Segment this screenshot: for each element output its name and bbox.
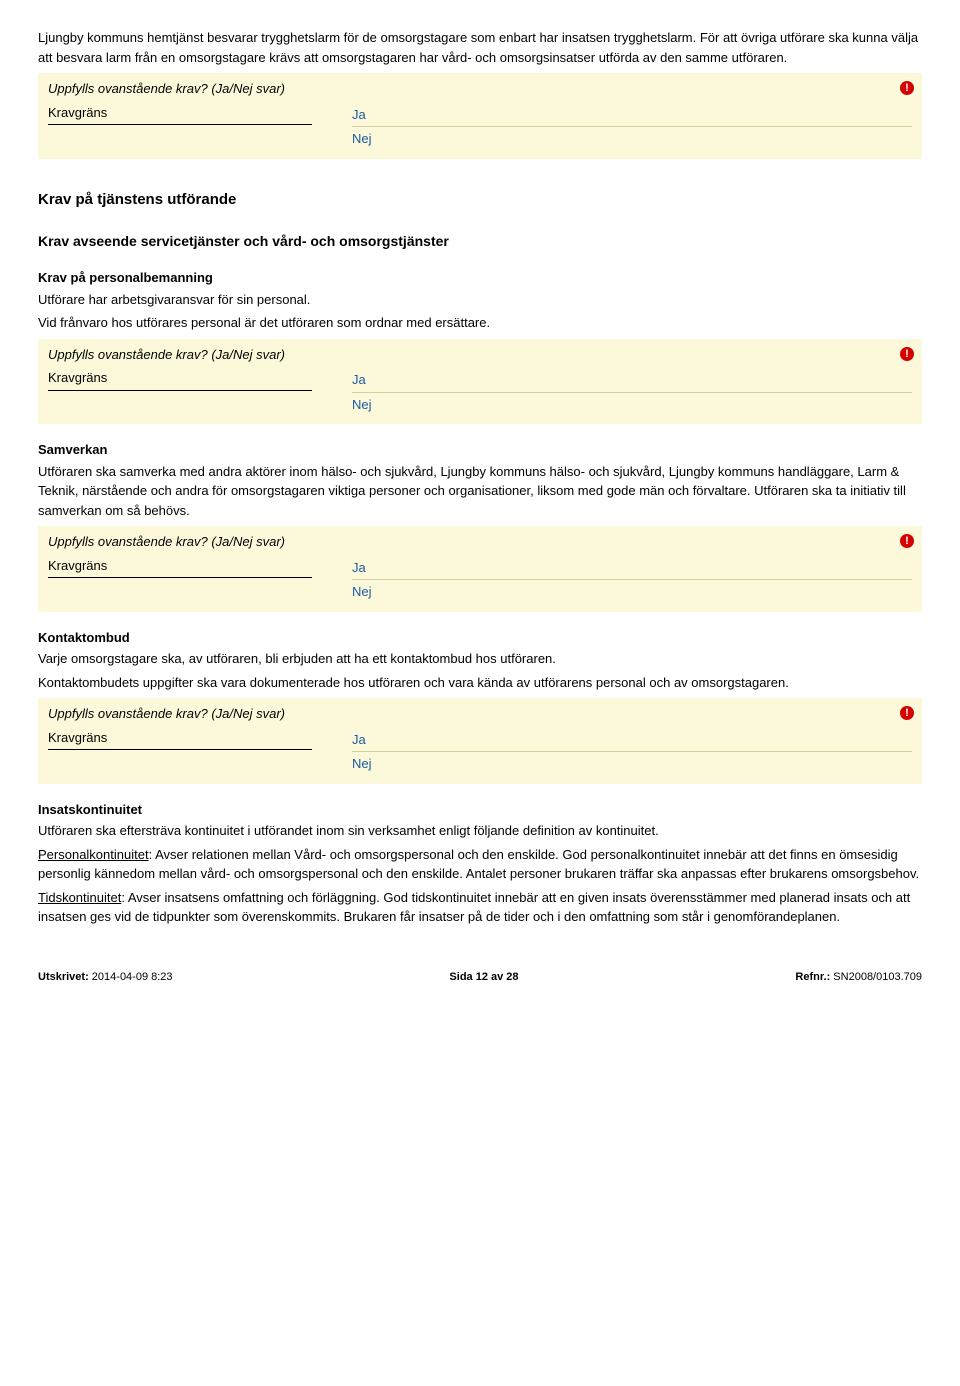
question-block-1: ! Uppfylls ovanstående krav? (Ja/Nej sva…	[38, 73, 922, 159]
footer-right: Refnr.: SN2008/0103.709	[795, 969, 922, 986]
answer-no[interactable]: Nej	[352, 127, 912, 151]
footer-center: Sida 12 av 28	[449, 969, 518, 986]
answer-no[interactable]: Nej	[352, 393, 912, 417]
question-text: Uppfylls ovanstående krav? (Ja/Nej svar)	[48, 345, 912, 365]
heading-krav-tjanstens: Krav på tjänstens utförande	[38, 189, 922, 212]
answer-yes[interactable]: Ja	[352, 728, 912, 753]
samverkan-body: Utföraren ska samverka med andra aktörer…	[38, 462, 922, 521]
intro-text: Ljungby kommuns hemtjänst besvarar trygg…	[38, 28, 922, 67]
heading-krav-avseende: Krav avseende servicetjänster och vård- …	[38, 231, 922, 252]
insats-p2-rest: : Avser relationen mellan Vård- och omso…	[38, 847, 919, 882]
question-text: Uppfylls ovanstående krav? (Ja/Nej svar)	[48, 79, 912, 99]
kravgrans-label: Kravgräns	[48, 728, 312, 751]
kontaktombud-body: Varje omsorgstagare ska, av utföraren, b…	[38, 649, 922, 692]
answer-no[interactable]: Nej	[352, 752, 912, 776]
insats-p1: Utföraren ska eftersträva kontinuitet i …	[38, 821, 922, 841]
question-block-3: ! Uppfylls ovanstående krav? (Ja/Nej sva…	[38, 526, 922, 612]
heading-personalbemanning: Krav på personalbemanning	[38, 268, 922, 288]
kontaktombud-p2: Kontaktombudets uppgifter ska vara dokum…	[38, 673, 922, 693]
answer-yes[interactable]: Ja	[352, 556, 912, 581]
heading-kontaktombud: Kontaktombud	[38, 628, 922, 648]
personalbemanning-body: Utförare har arbetsgivaransvar för sin p…	[38, 290, 922, 333]
kravgrans-label: Kravgräns	[48, 556, 312, 579]
heading-insatskontinuitet: Insatskontinuitet	[38, 800, 922, 820]
personalbemanning-p1: Utförare har arbetsgivaransvar för sin p…	[38, 290, 922, 310]
kontaktombud-p1: Varje omsorgstagare ska, av utföraren, b…	[38, 649, 922, 669]
question-text: Uppfylls ovanstående krav? (Ja/Nej svar)	[48, 532, 912, 552]
insats-p3-label: Tidskontinuitet	[38, 890, 121, 905]
question-block-4: ! Uppfylls ovanstående krav? (Ja/Nej sva…	[38, 698, 922, 784]
question-block-2: ! Uppfylls ovanstående krav? (Ja/Nej sva…	[38, 339, 922, 425]
warning-icon: !	[900, 534, 914, 548]
answer-no[interactable]: Nej	[352, 580, 912, 604]
warning-icon: !	[900, 706, 914, 720]
footer-right-value: SN2008/0103.709	[830, 971, 922, 983]
insatskontinuitet-body: Utföraren ska eftersträva kontinuitet i …	[38, 821, 922, 927]
footer-left-label: Utskrivet:	[38, 971, 89, 983]
footer-left: Utskrivet: 2014-04-09 8:23	[38, 969, 173, 986]
answer-yes[interactable]: Ja	[352, 103, 912, 128]
intro-p1: Ljungby kommuns hemtjänst besvarar trygg…	[38, 28, 922, 67]
insats-p2-label: Personalkontinuitet	[38, 847, 149, 862]
insats-p3-rest: : Avser insatsens omfattning och förlägg…	[38, 890, 910, 925]
warning-icon: !	[900, 81, 914, 95]
warning-icon: !	[900, 347, 914, 361]
question-text: Uppfylls ovanstående krav? (Ja/Nej svar)	[48, 704, 912, 724]
kravgrans-label: Kravgräns	[48, 103, 312, 126]
page-footer: Utskrivet: 2014-04-09 8:23 Sida 12 av 28…	[38, 963, 922, 986]
heading-samverkan: Samverkan	[38, 440, 922, 460]
footer-right-label: Refnr.:	[795, 971, 830, 983]
insats-p2: Personalkontinuitet: Avser relationen me…	[38, 845, 922, 884]
answer-yes[interactable]: Ja	[352, 368, 912, 393]
footer-left-value: 2014-04-09 8:23	[89, 971, 173, 983]
personalbemanning-p2: Vid frånvaro hos utförares personal är d…	[38, 313, 922, 333]
samverkan-p1: Utföraren ska samverka med andra aktörer…	[38, 462, 922, 521]
kravgrans-label: Kravgräns	[48, 368, 312, 391]
insats-p3: Tidskontinuitet: Avser insatsens omfattn…	[38, 888, 922, 927]
